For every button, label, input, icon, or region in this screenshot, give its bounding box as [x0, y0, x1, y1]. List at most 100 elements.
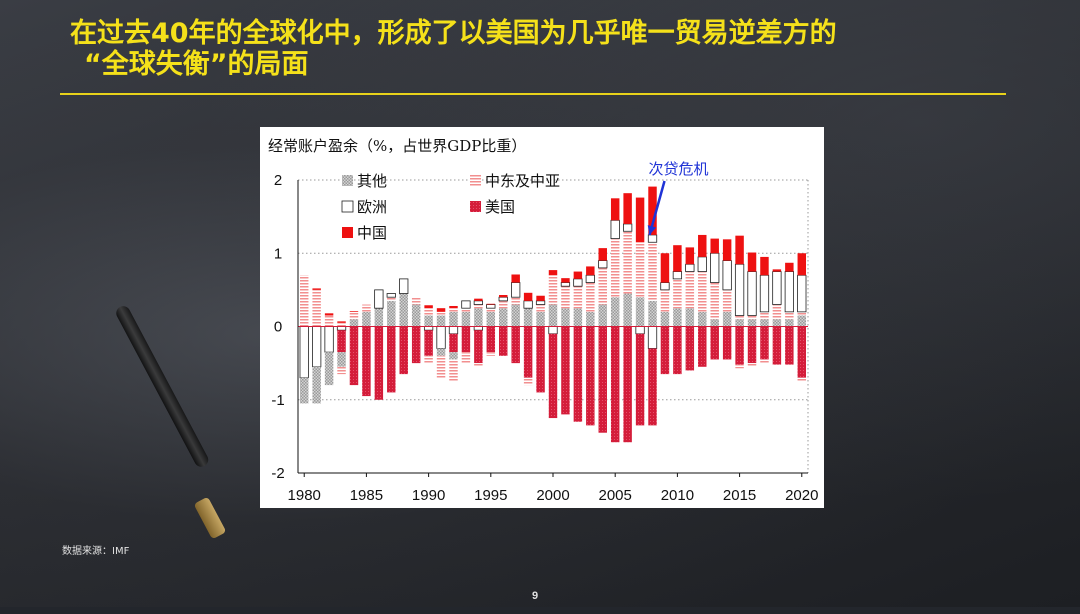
bar-us-1983	[337, 330, 346, 353]
legend-swatch-europe	[341, 200, 354, 213]
legend-swatch-us	[470, 201, 481, 212]
bar-other-1994	[474, 308, 483, 327]
bar-other-1990	[424, 315, 433, 327]
x-tick-label: 1985	[350, 487, 383, 504]
bar-mideast-1993	[461, 308, 471, 312]
title-divider	[60, 93, 1006, 95]
x-tick-label: 1990	[412, 487, 445, 504]
bar-us-2002	[573, 326, 583, 422]
bar-other-1984	[349, 319, 359, 327]
y-tick-label: 1	[274, 245, 282, 262]
bar-europe-2010	[672, 271, 683, 280]
bar-europe-1992	[448, 326, 459, 335]
bar-europe-2008	[647, 326, 658, 349]
x-tick-label: 2010	[661, 487, 694, 504]
bar-europe-1998	[523, 300, 533, 309]
bar-other-1982	[324, 352, 334, 386]
bar-europe-2018	[772, 271, 782, 305]
bar-other-1987	[387, 300, 396, 327]
bar-other-2015	[735, 319, 744, 327]
bar-china-2010	[673, 245, 682, 272]
bar-mideast-2014	[722, 289, 732, 312]
bar-other-2019	[785, 319, 794, 327]
bar-europe-1981	[312, 326, 322, 368]
bar-us-2017	[760, 326, 769, 360]
bar-china-1981	[312, 288, 321, 290]
bar-us-2019	[785, 326, 794, 365]
bar-europe-1994	[473, 300, 483, 305]
bar-other-2009	[660, 311, 670, 327]
page-number: 9	[532, 590, 539, 602]
bar-other-1997	[511, 304, 520, 327]
bar-other-1985	[362, 311, 371, 327]
bar-mideast-2017	[760, 311, 769, 320]
annotation-arrow-shaft	[648, 180, 666, 236]
bar-europe-1997	[511, 282, 521, 298]
bar-mideast-1980	[299, 275, 309, 327]
bar-other-1999	[536, 311, 545, 327]
bar-europe-1990	[423, 326, 434, 331]
bar-other-1992	[449, 311, 458, 327]
bar-europe-1996	[498, 296, 508, 302]
bar-mideast-2000	[548, 275, 558, 305]
chart-panel: 经常账户盈余（%，占世界GDP比重） 2 1 0 -1 -2 1980 1985 1990 19…	[260, 127, 824, 508]
bar-china-2014	[722, 239, 732, 261]
bar-us-2005	[610, 326, 620, 443]
bar-europe-1987	[386, 293, 396, 298]
bar-mideast-2016	[747, 363, 757, 367]
bar-other-1988	[399, 293, 408, 327]
bar-china-2005	[610, 198, 620, 221]
bar-other-2018	[772, 319, 782, 327]
bar-other-1989	[411, 304, 421, 327]
bar-mideast-2004	[598, 267, 607, 305]
bar-other-2016	[747, 319, 757, 327]
bar-us-2006	[623, 326, 632, 443]
legend-label-us: 美国	[485, 198, 515, 216]
bar-mideast-2007	[635, 242, 645, 298]
bar-mideast-1990	[424, 355, 433, 364]
y-tick-label: -1	[271, 392, 284, 409]
bar-other-1995	[486, 311, 496, 327]
bar-china-2017	[760, 256, 769, 276]
bar-other-2008	[648, 300, 657, 327]
bar-mideast-1993	[461, 352, 471, 364]
bar-other-2006	[623, 293, 632, 327]
bar-europe-2005	[610, 219, 620, 239]
x-tick-label: 1995	[474, 487, 507, 504]
bar-china-1982	[324, 313, 334, 316]
bar-mideast-2003	[586, 282, 595, 312]
bar-mideast-1987	[387, 297, 396, 301]
bar-china-1999	[536, 295, 545, 301]
bar-us-2010	[673, 326, 682, 375]
bar-other-2010	[673, 308, 682, 327]
x-tick-label: 2000	[536, 487, 569, 504]
bar-us-2016	[747, 326, 757, 364]
bar-china-1983	[337, 321, 346, 323]
annotation-label: 次贷危机	[649, 160, 709, 178]
bar-china-2004	[598, 248, 607, 261]
bar-china-2008	[648, 186, 657, 235]
bar-us-2007	[635, 333, 645, 426]
bar-other-2020	[797, 315, 807, 327]
bar-china-2015	[735, 235, 744, 265]
bar-china-2018	[772, 269, 782, 272]
bar-mideast-2005	[610, 238, 620, 298]
bar-mideast-2011	[685, 271, 695, 309]
bar-europe-1994	[473, 326, 483, 331]
bar-us-2014	[722, 326, 732, 360]
bar-other-2003	[586, 311, 595, 327]
bar-china-2012	[698, 234, 707, 257]
bar-mideast-1999	[536, 304, 545, 312]
legend-label-mideast: 中东及中亚	[485, 172, 560, 190]
bar-china-2002	[573, 271, 583, 279]
bar-us-1998	[523, 326, 533, 378]
bar-china-1998	[523, 292, 533, 301]
bar-us-1994	[474, 330, 483, 364]
bar-china-2009	[660, 253, 670, 283]
bar-mideast-1989	[411, 297, 421, 305]
bar-mideast-1996	[499, 300, 508, 309]
bar-mideast-1983	[337, 366, 346, 375]
chart-title: 经常账户盈余（%，占世界GDP比重）	[268, 137, 526, 155]
bar-china-1996	[499, 295, 508, 298]
bar-us-2000	[548, 333, 558, 419]
